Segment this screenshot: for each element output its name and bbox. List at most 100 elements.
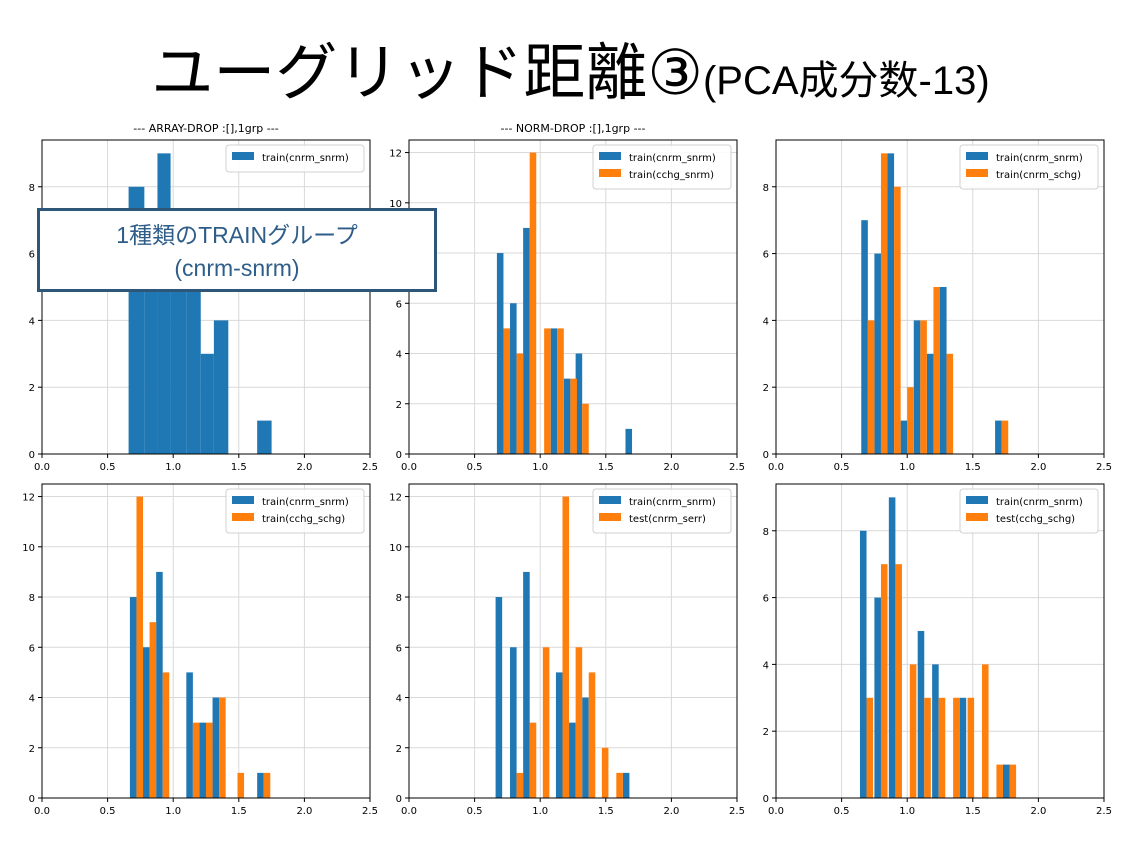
legend-label: train(cchg_schg) <box>262 514 345 525</box>
bar-orange <box>866 697 874 798</box>
bar-orange <box>557 328 564 454</box>
y-tick-label: 2 <box>763 727 769 738</box>
bar-blue <box>129 597 137 798</box>
chart-panel-5: 0.0 0.5 1.0 1.5 2.0 2.5 0 2 4 6 8 10 12 train(cnrm_sn… <box>389 483 745 817</box>
chart-title: --- ARRAY-DROP :[],1grp --- <box>133 122 278 135</box>
x-tick-label: 2.0 <box>663 806 679 817</box>
x-tick-label: 1.0 <box>165 806 181 817</box>
legend-box <box>225 144 365 173</box>
bar-orange <box>263 772 271 798</box>
bar-blue <box>874 253 881 454</box>
axes-frame <box>408 139 738 455</box>
y-tick-label: 12 <box>389 493 402 504</box>
y-tick-label: 12 <box>22 493 35 504</box>
bar-orange <box>895 564 902 798</box>
legend-swatch <box>599 513 621 521</box>
bar-blue <box>861 220 868 454</box>
bar-blue <box>995 420 1002 454</box>
y-tick-label: 2 <box>396 744 402 755</box>
bar-blue <box>156 571 163 798</box>
bar-orange <box>562 496 570 798</box>
bar-blue <box>887 153 895 455</box>
x-tick-label: 1.0 <box>899 462 915 473</box>
bar-blue <box>495 597 503 798</box>
y-tick-label: 2 <box>396 400 402 411</box>
x-tick-label: 0.5 <box>100 462 116 473</box>
legend-swatch <box>232 496 254 504</box>
legend-label: test(cchg_schg) <box>996 514 1075 525</box>
x-tick-label: 0.5 <box>834 462 850 473</box>
bar-orange <box>529 722 537 798</box>
y-tick-label: 6 <box>396 643 402 654</box>
legend-label: train(cnrm_snrm) <box>996 497 1083 508</box>
x-tick-label: 2.0 <box>663 462 679 473</box>
bar-blue <box>917 630 925 798</box>
y-tick-label: 6 <box>29 250 35 261</box>
x-tick-label: 2.5 <box>1096 806 1112 817</box>
bar-orange <box>616 772 623 798</box>
y-tick-label: 0 <box>29 450 35 461</box>
bar-blue <box>510 647 517 798</box>
y-tick-label: 4 <box>763 316 769 327</box>
x-tick-label: 2.0 <box>296 462 312 473</box>
legend-swatch <box>599 152 621 160</box>
y-tick-label: 6 <box>396 299 402 310</box>
callout-box: 1種類のTRAINグループ (cnrm-snrm) <box>37 208 437 292</box>
bar-blue <box>932 664 939 798</box>
legend-swatch <box>232 152 254 160</box>
y-tick-label: 8 <box>29 183 35 194</box>
bar-blue <box>212 697 220 798</box>
x-tick-label: 0.0 <box>34 806 50 817</box>
bar-orange <box>880 153 888 455</box>
bar-orange <box>588 672 596 798</box>
bar-orange <box>867 320 875 454</box>
y-tick-label: 8 <box>763 183 769 194</box>
bar-orange <box>924 697 931 798</box>
bar-blue <box>186 286 201 454</box>
bar-blue <box>563 378 571 454</box>
legend-box <box>592 488 732 534</box>
y-tick-label: 2 <box>29 383 35 394</box>
bar-blue <box>1002 764 1010 798</box>
legend-label: train(cnrm_snrm) <box>996 153 1083 164</box>
bar-orange <box>880 564 888 798</box>
bar-orange <box>996 764 1003 798</box>
bar-orange <box>601 747 609 798</box>
x-tick-label: 1.5 <box>598 806 614 817</box>
legend-swatch <box>966 152 988 160</box>
y-tick-label: 0 <box>763 794 769 805</box>
legend-swatch <box>966 169 988 177</box>
bar-blue <box>575 353 583 454</box>
y-tick-label: 2 <box>763 383 769 394</box>
bar-orange <box>136 496 144 798</box>
bar-blue <box>926 353 934 454</box>
x-tick-label: 0.5 <box>834 806 850 817</box>
x-tick-label: 2.0 <box>1030 462 1046 473</box>
y-tick-label: 8 <box>396 593 402 604</box>
bar-blue <box>157 153 171 455</box>
x-tick-label: 1.0 <box>532 806 548 817</box>
bar-blue <box>523 571 530 798</box>
y-tick-label: 0 <box>396 450 402 461</box>
bar-orange <box>219 697 226 798</box>
y-tick-label: 6 <box>29 643 35 654</box>
legend-box <box>959 144 1099 190</box>
axes-frame <box>41 139 371 455</box>
bar-blue <box>874 597 881 798</box>
bar-blue <box>913 320 921 454</box>
x-tick-label: 1.5 <box>598 462 614 473</box>
chart-panel-1: 0.0 0.5 1.0 1.5 2.0 2.5 0 2 4 6 8 --- ARRAY-DROP :[… <box>29 122 378 473</box>
legend: train(cnrm_snrm) train(cnrm_schg) <box>959 144 1099 190</box>
x-tick-label: 0.5 <box>467 462 483 473</box>
bar-blue <box>622 772 630 798</box>
bar-orange <box>907 387 914 454</box>
bar-blue <box>496 253 504 454</box>
chart-title: --- NORM-DROP :[],1grp --- <box>501 122 646 135</box>
legend-label: test(cnrm_serr) <box>629 514 706 525</box>
bar-orange <box>503 328 511 454</box>
bar-blue <box>959 697 967 798</box>
bar-blue <box>510 303 517 454</box>
legend: train(cnrm_snrm) test(cnrm_serr) <box>592 488 732 534</box>
